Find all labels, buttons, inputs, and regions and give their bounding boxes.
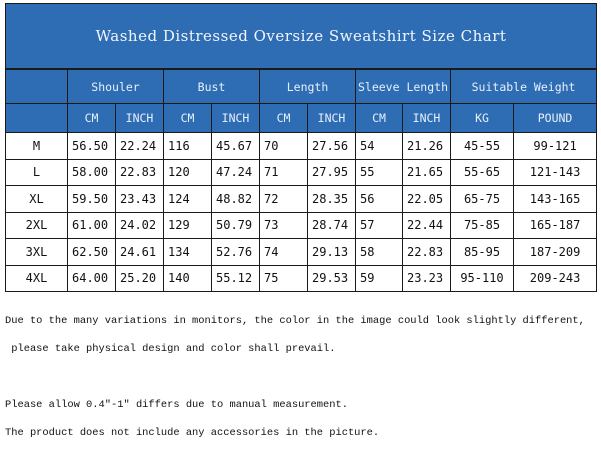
value-cell: 59.50 bbox=[67, 185, 116, 213]
value-cell: 140 bbox=[163, 264, 212, 292]
group-header: Suitable Weight bbox=[449, 68, 598, 104]
table-row: XL 59.50 23.43 124 48.82 72 28.35 56 22.05 65-75 1… bbox=[5, 185, 598, 213]
group-header: Length bbox=[259, 68, 356, 104]
value-cell: 56 bbox=[355, 185, 403, 213]
value-cell: 61.00 bbox=[67, 211, 116, 239]
value-cell: 209-243 bbox=[512, 264, 598, 292]
unit-header-row: CM INCH CM INCH CM INCH CM INCH KG POUND bbox=[5, 103, 598, 133]
note-line: Due to the many variations in monitors, … bbox=[5, 315, 585, 327]
value-cell: 27.56 bbox=[307, 132, 356, 160]
value-cell: 74 bbox=[259, 238, 308, 266]
value-cell: 24.02 bbox=[115, 211, 164, 239]
value-cell: 22.83 bbox=[115, 158, 164, 186]
value-cell: 99-121 bbox=[512, 132, 598, 160]
value-cell: 72 bbox=[259, 185, 308, 213]
unit-header: INCH bbox=[307, 103, 356, 133]
value-cell: 75 bbox=[259, 264, 308, 292]
value-cell: 24.61 bbox=[115, 238, 164, 266]
table-row: 2XL 61.00 24.02 129 50.79 73 28.74 57 22.44 75-85… bbox=[5, 211, 598, 239]
value-cell: 85-95 bbox=[450, 238, 514, 266]
value-cell: 95-110 bbox=[450, 264, 514, 292]
value-cell: 27.95 bbox=[307, 158, 356, 186]
value-cell: 55.12 bbox=[211, 264, 260, 292]
value-cell: 58.00 bbox=[67, 158, 116, 186]
value-cell: 57 bbox=[355, 211, 403, 239]
note-line: please take physical design and color sh… bbox=[5, 343, 336, 355]
value-cell: 120 bbox=[163, 158, 212, 186]
value-cell: 23.43 bbox=[115, 185, 164, 213]
value-cell: 59 bbox=[355, 264, 403, 292]
value-cell: 23.23 bbox=[402, 264, 451, 292]
size-header bbox=[5, 68, 68, 104]
value-cell: 116 bbox=[163, 132, 212, 160]
chart-title: Washed Distressed Oversize Sweatshirt Si… bbox=[4, 3, 598, 70]
value-cell: 124 bbox=[163, 185, 212, 213]
value-cell: 70 bbox=[259, 132, 308, 160]
value-cell: 75-85 bbox=[450, 211, 514, 239]
value-cell: 187-209 bbox=[512, 238, 598, 266]
value-cell: 28.35 bbox=[307, 185, 356, 213]
value-cell: 45-55 bbox=[450, 132, 514, 160]
value-cell: 45.67 bbox=[211, 132, 260, 160]
value-cell: 64.00 bbox=[67, 264, 116, 292]
value-cell: 55 bbox=[355, 158, 403, 186]
unit-header: KG bbox=[450, 103, 514, 133]
size-cell: 2XL bbox=[5, 211, 68, 239]
size-cell: M bbox=[5, 132, 68, 160]
value-cell: 25.20 bbox=[115, 264, 164, 292]
value-cell: 28.74 bbox=[307, 211, 356, 239]
note-line: Please allow 0.4"-1" differs due to manu… bbox=[5, 399, 348, 411]
value-cell: 73 bbox=[259, 211, 308, 239]
unit-header: CM bbox=[163, 103, 212, 133]
unit-header: CM bbox=[355, 103, 403, 133]
value-cell: 165-187 bbox=[512, 211, 598, 239]
size-cell: 3XL bbox=[5, 238, 68, 266]
value-cell: 50.79 bbox=[211, 211, 260, 239]
value-cell: 52.76 bbox=[211, 238, 260, 266]
value-cell: 22.44 bbox=[402, 211, 451, 239]
size-header bbox=[5, 103, 68, 133]
value-cell: 21.65 bbox=[402, 158, 451, 186]
group-header: Shouler bbox=[67, 68, 164, 104]
table-row: 4XL 64.00 25.20 140 55.12 75 29.53 59 23.23 95-11… bbox=[5, 264, 598, 292]
value-cell: 65-75 bbox=[450, 185, 514, 213]
value-cell: 143-165 bbox=[512, 185, 598, 213]
table-row: 3XL 62.50 24.61 134 52.76 74 29.13 58 22.83 85-95… bbox=[5, 238, 598, 266]
note-line: The product does not include any accesso… bbox=[5, 427, 380, 439]
value-cell: 48.82 bbox=[211, 185, 260, 213]
value-cell: 22.24 bbox=[115, 132, 164, 160]
unit-header: INCH bbox=[211, 103, 260, 133]
table-row: L 58.00 22.83 120 47.24 71 27.95 55 21.65 55-65 12… bbox=[5, 158, 598, 186]
unit-header: INCH bbox=[115, 103, 164, 133]
value-cell: 129 bbox=[163, 211, 212, 239]
value-cell: 56.50 bbox=[67, 132, 116, 160]
group-header: Bust bbox=[163, 68, 260, 104]
group-header: Sleeve Length bbox=[355, 68, 451, 104]
value-cell: 22.83 bbox=[402, 238, 451, 266]
unit-header: POUND bbox=[512, 103, 598, 133]
value-cell: 29.13 bbox=[307, 238, 356, 266]
unit-header: CM bbox=[259, 103, 308, 133]
size-cell: L bbox=[5, 158, 68, 186]
size-cell: XL bbox=[5, 185, 68, 213]
group-header-row: Shouler Bust Length Sleeve Length Suitab… bbox=[5, 68, 598, 104]
value-cell: 71 bbox=[259, 158, 308, 186]
size-cell: 4XL bbox=[5, 264, 68, 292]
value-cell: 121-143 bbox=[512, 158, 598, 186]
size-chart-table: Washed Distressed Oversize Sweatshirt Si… bbox=[4, 3, 598, 292]
value-cell: 58 bbox=[355, 238, 403, 266]
table-row: M 56.50 22.24 116 45.67 70 27.56 54 21.26 45-55 99… bbox=[5, 132, 598, 160]
value-cell: 55-65 bbox=[450, 158, 514, 186]
value-cell: 47.24 bbox=[211, 158, 260, 186]
unit-header: CM bbox=[67, 103, 116, 133]
value-cell: 54 bbox=[355, 132, 403, 160]
value-cell: 22.05 bbox=[402, 185, 451, 213]
value-cell: 62.50 bbox=[67, 238, 116, 266]
unit-header: INCH bbox=[402, 103, 451, 133]
value-cell: 29.53 bbox=[307, 264, 356, 292]
value-cell: 134 bbox=[163, 238, 212, 266]
value-cell: 21.26 bbox=[402, 132, 451, 160]
